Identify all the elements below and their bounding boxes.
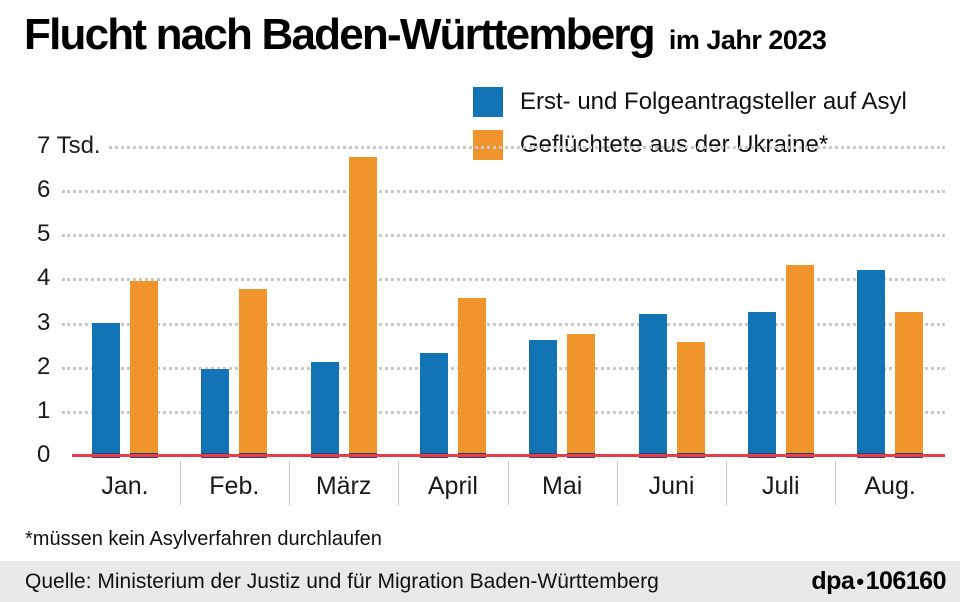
bar-ukraine — [239, 289, 268, 458]
y-axis-label: 6 — [37, 176, 57, 205]
x-axis-baseline — [72, 454, 945, 457]
legend-label: Geflüchtete aus der Ukraine* — [520, 131, 829, 158]
x-axis-tick — [179, 461, 181, 505]
dpa-credit: dpa — [811, 567, 855, 595]
x-axis-label: Jan. — [101, 472, 149, 500]
header: Flucht nach Baden-Württemberg im Jahr 20… — [24, 10, 827, 60]
legend-item: Erst- und Folgeantragsteller auf Asyl — [473, 87, 907, 117]
bar-asyl — [529, 340, 558, 458]
bar-asyl — [92, 322, 120, 458]
x-axis-tick — [288, 461, 290, 505]
footnote: *müssen kein Asylverfahren durchlaufen — [25, 528, 382, 550]
bar-asyl — [310, 362, 339, 458]
gridline — [62, 366, 945, 370]
bar-asyl — [201, 368, 230, 458]
y-axis-label: 4 — [37, 264, 57, 293]
footer-bar: Quelle: Ministerium der Justiz und für M… — [0, 561, 960, 602]
legend-label: Erst- und Folgeantragsteller auf Asyl — [520, 88, 907, 115]
bar-ukraine — [785, 265, 814, 458]
x-axis-label: Aug. — [864, 472, 916, 500]
x-axis-label: Juli — [762, 472, 800, 500]
gridline — [62, 146, 945, 150]
gridline — [62, 234, 945, 238]
x-axis-tick — [616, 461, 618, 505]
y-axis-label: 7 Tsd. — [37, 132, 107, 161]
legend-item: Geflüchtete aus der Ukraine* — [473, 130, 907, 160]
bar-asyl — [419, 353, 448, 458]
legend-swatch-icon — [473, 87, 503, 117]
chart-legend: Erst- und Folgeantragsteller auf Asyl Gef… — [473, 87, 907, 173]
bar-asyl — [857, 269, 886, 458]
x-axis-label: Feb. — [209, 472, 260, 500]
y-axis-label: 0 — [37, 441, 57, 469]
page-subtitle: im Jahr 2023 — [668, 25, 827, 55]
y-axis-label: 1 — [37, 396, 57, 425]
gridline — [62, 322, 945, 326]
gridline — [62, 410, 945, 414]
x-axis-tick — [398, 461, 400, 505]
x-axis-tick — [835, 461, 837, 505]
y-axis-label: 5 — [37, 220, 57, 249]
legend-swatch-icon — [473, 130, 503, 160]
dpa-separator-icon: • — [856, 568, 864, 594]
x-axis-tick — [726, 461, 728, 505]
bar-ukraine — [676, 342, 705, 458]
bar-ukraine — [895, 311, 924, 458]
gridline — [62, 190, 945, 194]
page-title: Flucht nach Baden-Württemberg — [24, 10, 656, 59]
y-axis-label: 2 — [37, 352, 57, 381]
bar-ukraine — [130, 280, 158, 458]
bar-ukraine — [457, 298, 486, 458]
gridline — [62, 278, 945, 282]
x-axis-label: März — [315, 472, 372, 500]
dpa-graphic-number: 106160 — [865, 567, 947, 595]
x-axis-label: Juni — [648, 472, 695, 500]
bar-asyl — [638, 313, 667, 458]
bar-ukraine — [348, 157, 377, 458]
x-axis-tick — [507, 461, 509, 505]
x-axis-label: Mai — [542, 472, 583, 500]
bar-asyl — [747, 311, 776, 458]
bar-ukraine — [567, 333, 596, 458]
x-axis-label: April — [427, 472, 478, 500]
dpa-logo: dpa • 106160 — [811, 567, 946, 596]
source-text: Quelle: Ministerium der Justiz und für M… — [25, 569, 659, 593]
y-axis-label: 3 — [37, 308, 57, 337]
